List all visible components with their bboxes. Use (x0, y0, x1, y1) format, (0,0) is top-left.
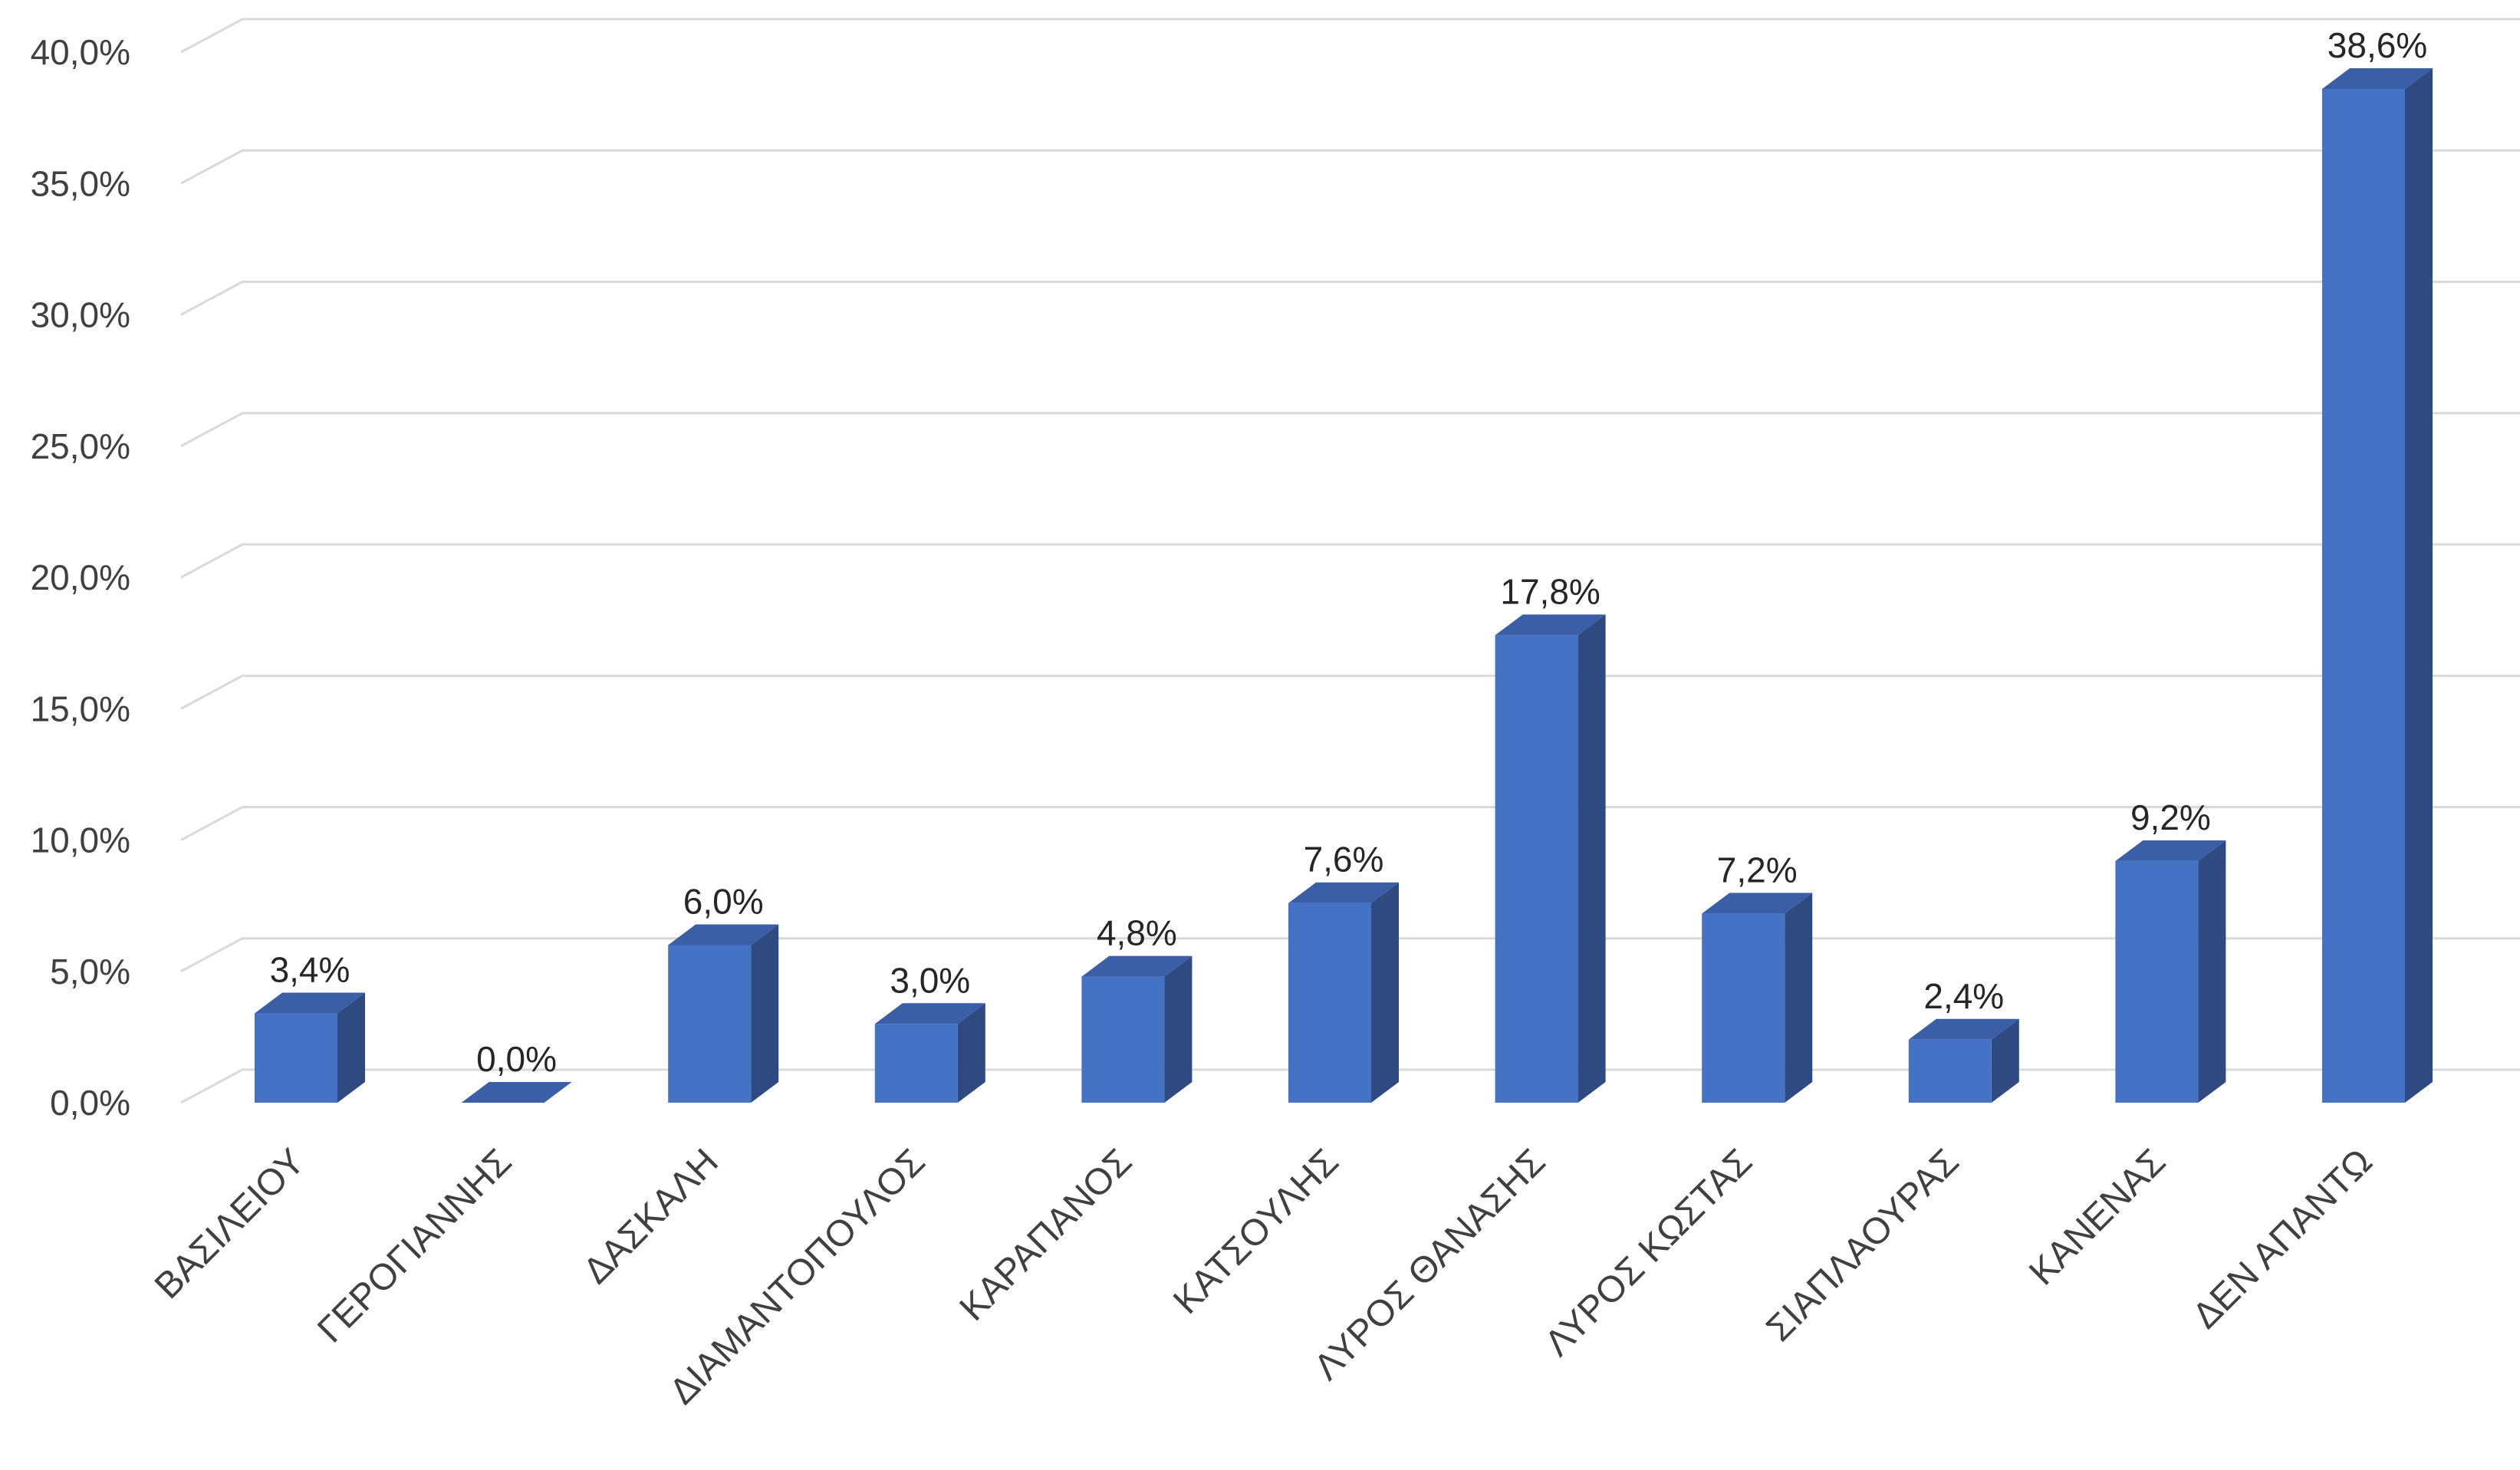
bar (1495, 614, 1606, 1103)
bar (255, 992, 365, 1103)
gridline (180, 412, 2520, 448)
bar (461, 1082, 572, 1103)
data-label: 7,6% (1304, 840, 1384, 880)
y-tick-label: 35,0% (31, 163, 130, 203)
y-tick-label: 0,0% (50, 1083, 130, 1123)
x-tick-label: ΛΥΡΟΣ ΚΩΣΤΑΣ (1537, 1141, 1760, 1364)
x-tick-label: ΛΥΡΟΣ ΘΑΝΑΣΗΣ (1307, 1141, 1554, 1388)
data-label: 6,0% (683, 882, 764, 922)
gridline (180, 806, 2520, 841)
y-tick-label: 5,0% (50, 952, 130, 992)
data-label: 3,0% (890, 960, 970, 1000)
gridline (180, 543, 2520, 579)
bars (255, 67, 2433, 1103)
gridline (180, 18, 2520, 54)
grid-layer (180, 18, 2520, 1104)
bar (2322, 67, 2433, 1103)
gridline (180, 674, 2520, 710)
data-labels: 3,4% 0,0% 6,0% 3,0% 4,8% 7,6% 17,8% 7,2% 2,4% 9,2… (270, 25, 2428, 1079)
bar (1288, 882, 1399, 1103)
y-tick-label: 25,0% (31, 426, 130, 466)
y-tick-label: 10,0% (31, 821, 130, 860)
data-label: 2,4% (1923, 976, 2004, 1016)
y-tick-label: 15,0% (31, 689, 130, 728)
x-tick-label: ΔΕΝ ΑΠΑΝΤΩ (2185, 1141, 2380, 1337)
x-tick-label: ΔΑΣΚΑΛΗ (576, 1141, 726, 1291)
data-label: 4,8% (1097, 913, 1177, 953)
gridline (180, 281, 2520, 316)
y-tick-label: 20,0% (31, 557, 130, 597)
x-tick-label: ΚΑΡΑΠΑΝΟΣ (952, 1141, 1140, 1329)
bar (1702, 893, 1813, 1103)
x-tick-label: ΣΙΑΠΛΑΟΥΡΑΣ (1758, 1141, 1966, 1349)
x-tick-label: ΚΑΝΕΝΑΣ (2022, 1141, 2173, 1293)
data-label: 38,6% (2328, 25, 2427, 65)
bar (1081, 955, 1193, 1103)
x-tick-label: ΓΕΡΟΓΙΑΝΝΗΣ (310, 1141, 519, 1350)
data-label: 7,2% (1717, 850, 1798, 890)
bar (874, 1003, 985, 1103)
bar (2115, 840, 2226, 1103)
bar (668, 924, 779, 1103)
data-label: 9,2% (2130, 797, 2211, 837)
y-tick-label: 40,0% (31, 32, 130, 72)
x-tick-label: ΒΑΣΙΛΕΙΟΥ (147, 1141, 313, 1307)
bar (1908, 1018, 2019, 1103)
gridline (180, 149, 2520, 185)
data-label: 0,0% (476, 1039, 557, 1079)
data-label: 17,8% (1500, 571, 1600, 611)
x-tick-label: ΚΑΤΣΟΥΛΗΣ (1166, 1141, 1347, 1322)
data-label: 3,4% (270, 950, 350, 990)
y-tick-label: 30,0% (31, 295, 130, 335)
y-axis-ticks: 0,0% 5,0% 10,0% 15,0% 20,0% 25,0% 30,0% 35,0% 40… (31, 32, 130, 1123)
